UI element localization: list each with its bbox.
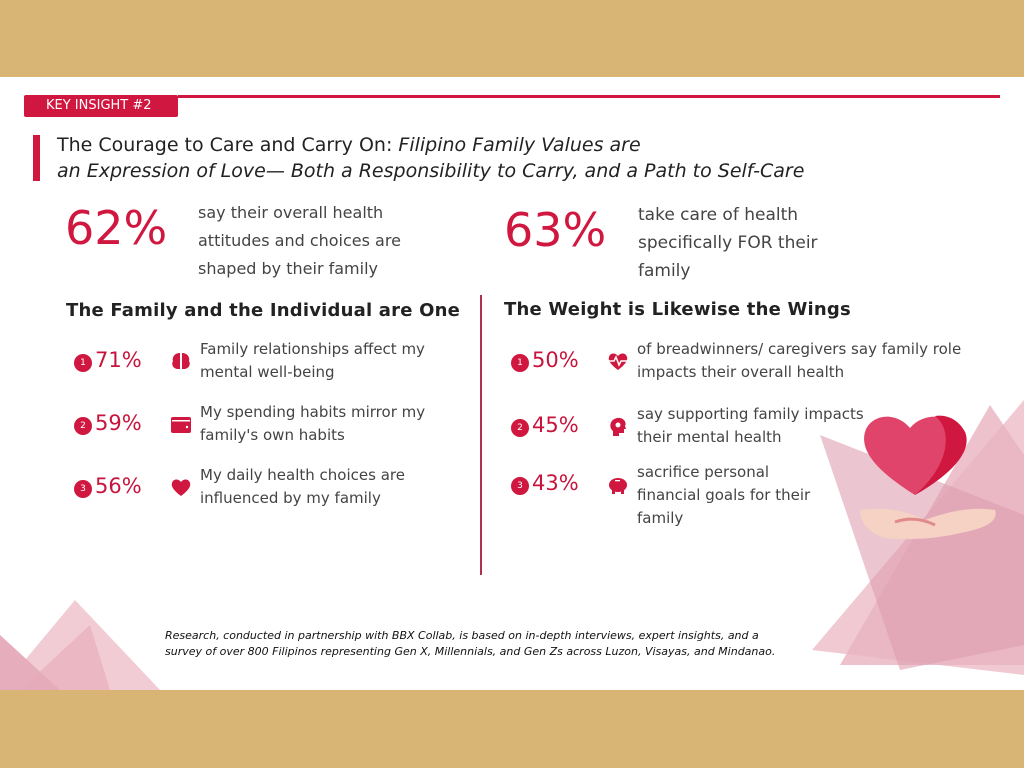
right-stat-item: 2 45% say supporting family impacts their…: [511, 405, 951, 483]
line: My spending habits mirror my: [200, 403, 426, 421]
item-text: My daily health choices are influenced by…: [200, 464, 540, 510]
left-stat-item: 1 71% Family relationships affect my ment…: [74, 340, 514, 418]
item-text: My spending habits mirror my family's own…: [200, 401, 540, 447]
line: financial goals for their: [637, 486, 811, 504]
line: take care of health: [638, 205, 799, 225]
item-pct: 56%: [95, 474, 142, 498]
item-text: Family relationships affect my mental wel…: [200, 338, 540, 384]
item-number: 3: [511, 477, 529, 495]
line: specifically FOR their: [638, 233, 818, 253]
title-italic-2: an Expression of Love— Both a Responsibi…: [57, 160, 805, 182]
title-main: The Courage to Care and Carry On:: [57, 134, 399, 156]
head-gear-icon: [610, 417, 626, 436]
bottom-band: [0, 690, 1024, 768]
left-subheading: The Family and the Individual are One: [66, 300, 461, 321]
item-pct: 59%: [95, 411, 142, 435]
line: Family relationships affect my: [200, 340, 425, 358]
line: say supporting family impacts: [637, 405, 864, 423]
line: of breadwinners/ caregivers say family r…: [637, 340, 962, 358]
heartbeat-icon: [608, 353, 628, 370]
title-accent-bar: [33, 135, 40, 181]
page-title: The Courage to Care and Carry On: Filipi…: [57, 132, 957, 184]
line: shaped by their family: [198, 259, 378, 278]
item-pct: 50%: [532, 348, 579, 372]
decorative-shapes: [0, 400, 1024, 690]
line: My daily health choices are: [200, 466, 405, 484]
footnote: Research, conducted in partnership with …: [165, 629, 776, 658]
top-band: [0, 0, 1024, 77]
right-headline-text: take care of health specifically FOR the…: [638, 201, 818, 285]
item-number: 1: [511, 354, 529, 372]
item-number: 1: [74, 354, 92, 372]
left-stat-item: 2 59% My spending habits mirror my family…: [74, 403, 514, 481]
item-pct: 45%: [532, 413, 579, 437]
key-insight-badge: KEY INSIGHT #2: [24, 95, 178, 117]
right-stat-item: 1 50% of breadwinners/ caregivers say fa…: [511, 340, 961, 418]
left-headline-pct: 62%: [65, 201, 168, 255]
piggy-bank-icon: [609, 478, 627, 494]
line: say their overall health: [198, 203, 384, 222]
column-divider: [480, 295, 482, 575]
heart-in-hand-illustration: [860, 415, 996, 540]
item-text: of breadwinners/ caregivers say family r…: [637, 338, 977, 384]
line: impacts their overall health: [637, 363, 845, 381]
title-italic-1: Filipino Family Values are: [398, 134, 641, 156]
right-headline-pct: 63%: [504, 203, 607, 257]
item-pct: 43%: [532, 471, 579, 495]
item-number: 3: [74, 480, 92, 498]
line: family: [638, 261, 691, 281]
wallet-icon: [171, 417, 191, 433]
line: mental well-being: [200, 363, 335, 381]
item-pct: 71%: [95, 348, 142, 372]
heart-icon: [171, 479, 191, 496]
right-stat-item: 3 43% sacrifice personal financial goals …: [511, 463, 951, 541]
line: sacrifice personal: [637, 463, 770, 481]
left-headline-text: say their overall health attitudes and c…: [198, 199, 401, 283]
item-text: say supporting family impacts their menta…: [637, 403, 977, 449]
item-number: 2: [74, 417, 92, 435]
right-subheading: The Weight is Likewise the Wings: [504, 299, 851, 320]
line: family: [637, 509, 684, 527]
left-stat-item: 3 56% My daily health choices are influen…: [74, 466, 514, 544]
header-rule: [178, 95, 1000, 98]
brain-icon: [172, 353, 190, 369]
item-number: 2: [511, 419, 529, 437]
line: their mental health: [637, 428, 782, 446]
line: family's own habits: [200, 426, 345, 444]
line: attitudes and choices are: [198, 231, 401, 250]
line: influenced by my family: [200, 489, 381, 507]
item-text: sacrifice personal financial goals for th…: [637, 461, 977, 530]
